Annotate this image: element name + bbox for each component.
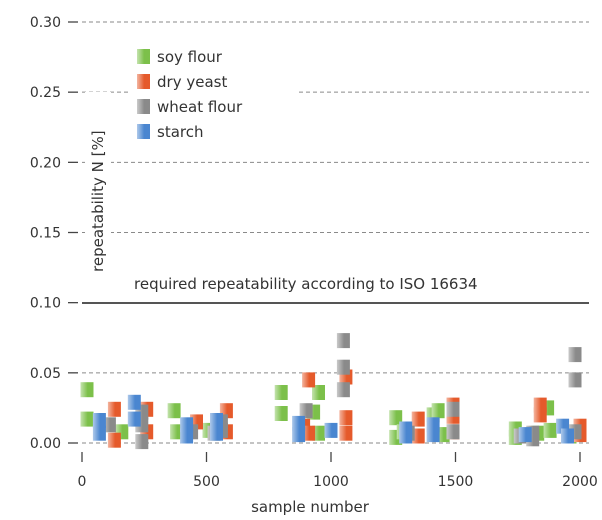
y-title-box [85,92,111,276]
starch-point [518,427,532,443]
y-tick-label: 0.10 [30,296,61,312]
legend-box [128,38,298,146]
wheat-flour-point [446,424,460,440]
dry-yeast-point [302,372,316,388]
x-tick-label: 0 [78,474,87,490]
soy-flour-point [543,422,557,438]
soy-flour-point [436,427,450,443]
y-tick-label: 0.05 [30,366,61,382]
wheat-flour-point [336,333,350,349]
legend-swatch-dry-yeast [137,74,150,89]
x-axis-title: sample number [251,498,370,516]
dry-yeast-point [533,407,547,423]
soy-flour-point [274,406,288,421]
soy-flour-point [312,385,325,400]
legend-swatch-wheat-flour [137,99,150,114]
starch-point [324,422,338,438]
dry-yeast-point [339,410,353,426]
starch-point [92,425,106,441]
starch-point [561,428,574,444]
starch-point [210,413,223,428]
reference-label-box [126,266,540,298]
y-axis-title: repeatability N [%] [89,130,107,272]
y-tick-label: 0.30 [30,15,61,31]
x-tick-label: 500 [193,474,220,490]
legend-swatch-starch [137,124,150,139]
starch-point [210,425,223,441]
legend-swatch-soy-flour [137,49,150,64]
y-tick-label: 0.15 [30,226,61,242]
dry-yeast-point [339,425,353,441]
dry-yeast-point [107,432,121,448]
starch-point [292,427,306,443]
soy-flour-point [274,385,288,400]
legend-label-soy-flour: soy flour [157,48,223,66]
dry-yeast-point [107,401,121,417]
soy-flour-point [167,403,181,419]
wheat-flour-point [102,417,116,433]
starch-point [127,394,141,410]
soy-flour-point [80,411,94,427]
dry-yeast-point [411,428,425,444]
points-layer [80,333,587,450]
wheat-flour-point [299,403,313,419]
reference-line-label: required repeatability according to ISO … [134,275,478,293]
legend-label-dry-yeast: dry yeast [157,73,227,91]
starch-point [180,428,194,444]
x-tick-label: 1000 [313,474,349,490]
legend-label-wheat-flour: wheat flour [157,98,243,116]
soy-flour-point [80,382,94,398]
wheat-flour-point [568,347,582,363]
wheat-flour-point [135,434,149,450]
soy-flour-point [170,424,184,440]
dry-yeast-point [302,425,316,441]
y-tick-label: 0.20 [30,155,61,171]
y-tick-label: 0.25 [30,85,61,101]
starch-point [92,413,106,428]
soy-flour-point [431,403,445,419]
wheat-flour-point [446,401,460,417]
wheat-flour-point [336,382,350,398]
x-tick-label: 1500 [438,474,474,490]
starch-point [399,428,413,444]
axis-layer: 0.00 0.05 0.10 0.15 0.20 0.25 0.30 0 500 1000 1500… [30,15,598,490]
x-tick-label: 2000 [562,474,598,490]
soy-flour-point [312,425,325,441]
legend-label-starch: starch [157,123,203,141]
starch-point [426,427,440,443]
starch-point [127,411,141,427]
wheat-flour-point [568,372,582,388]
dry-yeast-point [411,411,425,427]
legend: soy flour dry yeast wheat flour starch [137,48,243,141]
soy-flour-point [389,410,403,426]
wheat-flour-point [336,359,350,375]
y-tick-label: 0.00 [30,436,61,452]
